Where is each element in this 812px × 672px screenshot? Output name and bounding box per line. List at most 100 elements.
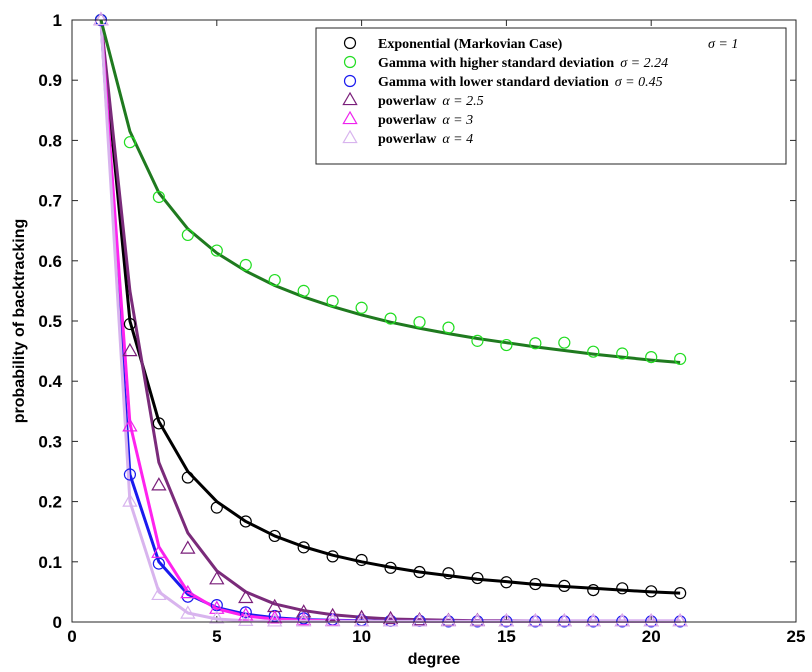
data-point-series-5	[267, 613, 283, 627]
data-point-series-0	[471, 571, 484, 585]
y-tick-label: 0.2	[38, 493, 62, 512]
x-tick-label: 15	[497, 627, 516, 646]
data-point-series-5	[122, 493, 138, 507]
data-point-series-5	[151, 586, 167, 601]
data-point-series-5	[585, 613, 601, 627]
data-point-series-0	[239, 515, 252, 528]
data-point-series-0	[674, 587, 687, 600]
data-point-series-5	[411, 613, 428, 627]
data-point-series-2	[558, 615, 571, 628]
data-point-series-0	[442, 567, 455, 580]
legend-marker-1	[343, 55, 357, 69]
legend-marker-3	[342, 91, 358, 106]
legend-label-3: powerlaw	[378, 94, 437, 109]
data-point-series-1	[355, 301, 368, 314]
data-point-series-1	[616, 347, 629, 360]
legend-box	[315, 27, 787, 165]
data-point-series-5	[93, 11, 109, 26]
legend-param-2: σ = 0.45	[615, 75, 663, 90]
data-point-series-1	[413, 316, 426, 329]
data-point-series-0	[587, 583, 600, 597]
data-point-series-3	[238, 589, 254, 604]
data-point-series-0	[616, 582, 629, 595]
axis-ticks: 0 5 10 15 20 25 0 0.1 0.2 0.3 0.4 0.5 0.6 0.7 0.8 0.9 1	[38, 11, 805, 646]
data-point-series-0	[326, 550, 339, 563]
data-point-series-1	[500, 338, 513, 352]
data-point-series-2	[500, 615, 513, 628]
data-point-series-2	[239, 606, 252, 619]
x-tick-label: 5	[212, 627, 221, 646]
data-point-series-5	[469, 613, 486, 627]
data-point-series-4	[151, 544, 167, 558]
y-tick-label: 0.8	[38, 131, 62, 150]
data-point-series-4	[209, 600, 225, 614]
legend-marker-4	[342, 110, 358, 125]
data-point-series-5	[209, 610, 225, 624]
legend-param-3: α = 2.5	[442, 94, 483, 109]
data-point-series-2	[123, 468, 137, 481]
data-point-series-1	[326, 295, 339, 308]
x-tick-label: 25	[787, 627, 806, 646]
data-point-series-1	[181, 228, 194, 242]
data-point-series-5	[440, 613, 457, 627]
data-point-series-0	[297, 541, 310, 554]
data-point-series-1	[152, 190, 165, 204]
data-point-series-0	[268, 529, 281, 543]
data-point-series-5	[556, 613, 573, 627]
legend-param-4: α = 3	[442, 113, 473, 128]
legend-label-1: Gamma with higher standard deviation	[378, 56, 614, 71]
data-point-series-5	[295, 613, 312, 627]
data-point-series-3	[324, 607, 341, 622]
y-tick-label: 0.7	[38, 192, 62, 211]
data-point-series-1	[558, 336, 571, 349]
data-point-series-1	[297, 284, 310, 297]
data-point-series-1	[239, 258, 252, 272]
data-point-series-3	[382, 610, 399, 625]
legend-param-0: σ = 1	[708, 37, 738, 52]
legend-param-1: σ = 2.24	[620, 56, 668, 71]
legend-label-5: powerlaw	[378, 132, 437, 147]
data-point-series-0	[529, 577, 542, 591]
y-tick-label: 0	[53, 613, 62, 632]
legend-marker-2	[343, 74, 357, 88]
data-point-series-1	[674, 352, 687, 366]
data-point-series-0	[384, 561, 397, 574]
data-point-series-0	[123, 317, 137, 331]
legend: Exponential (Markovian Case) σ = 1 Gamma w…	[315, 27, 787, 165]
data-point-series-1	[645, 351, 658, 364]
y-tick-label: 0.5	[38, 312, 62, 331]
y-tick-label: 0.1	[38, 553, 62, 572]
data-point-series-0	[413, 565, 426, 579]
fit-lines	[99, 19, 681, 623]
plot-area-frame	[71, 19, 797, 623]
data-point-series-0	[645, 585, 658, 598]
data-point-series-1	[442, 321, 455, 334]
data-point-series-5	[382, 613, 399, 627]
data-point-series-4	[295, 611, 312, 626]
data-point-series-0	[558, 579, 571, 592]
data-point-series-5	[614, 613, 630, 627]
data-point-series-2	[587, 615, 600, 628]
data-point-series-2	[529, 615, 542, 628]
data-point-series-0	[181, 471, 194, 484]
legend-label-4: powerlaw	[378, 113, 437, 128]
data-point-series-3	[180, 540, 196, 554]
data-point-series-4	[180, 584, 196, 599]
data-point-series-1	[210, 244, 223, 257]
legend-label-2: Gamma with lower standard deviation	[378, 75, 609, 90]
data-point-series-5	[498, 613, 515, 627]
x-tick-label: 10	[352, 627, 371, 646]
data-point-series-3	[122, 342, 138, 357]
data-point-series-0	[152, 417, 165, 430]
y-tick-label: 0.9	[38, 71, 62, 90]
y-tick-label: 0.4	[38, 372, 62, 391]
y-axis-label: probability of backtracking	[11, 219, 28, 423]
data-point-series-4	[122, 418, 138, 432]
legend-marker-0	[343, 36, 357, 50]
fit-line-series-0	[99, 19, 681, 595]
y-tick-label: 0.3	[38, 432, 62, 451]
data-point-series-4	[267, 610, 283, 624]
data-point-series-5	[672, 613, 688, 627]
data-point-series-2	[471, 615, 484, 628]
